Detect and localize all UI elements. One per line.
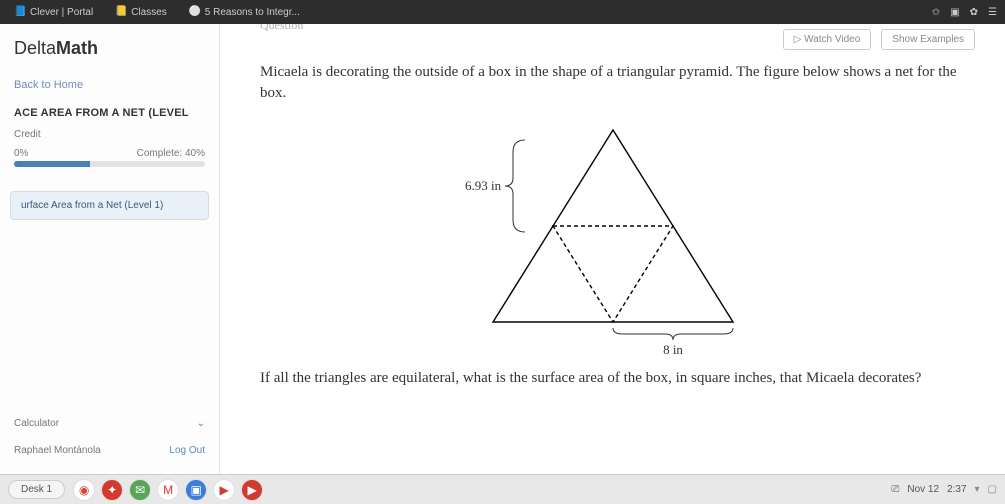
back-to-home-link[interactable]: Back to Home bbox=[0, 73, 219, 97]
battery-icon[interactable]: ▢ bbox=[988, 484, 997, 495]
gmail-icon[interactable]: M bbox=[157, 479, 179, 501]
status-date: Nov 12 bbox=[907, 484, 939, 495]
bookmark-clever[interactable]: 📘 Clever | Portal bbox=[8, 4, 99, 20]
os-taskbar: Desk 1 ◉ ✦ ✉ M ▣ ▶ ▶ ⎚ Nov 12 2:37 ▾ ▢ bbox=[0, 474, 1005, 504]
sidebar: DeltaMath Back to Home ACE AREA FROM A N… bbox=[0, 24, 220, 474]
svg-text:6.93 in: 6.93 in bbox=[465, 178, 502, 193]
clever-icon: 📘 bbox=[14, 6, 26, 18]
progress-fill bbox=[14, 161, 90, 167]
bookmark-label: Classes bbox=[131, 7, 167, 18]
play-icon[interactable]: ▶ bbox=[213, 479, 235, 501]
share-icon[interactable]: ✩ bbox=[932, 7, 940, 18]
top-actions: ▷ Watch Video Show Examples bbox=[250, 29, 975, 50]
complete-label: Complete: 40% bbox=[137, 148, 205, 159]
progress-bar-wrap bbox=[0, 161, 219, 177]
bookmark-label: Clever | Portal bbox=[30, 7, 93, 18]
play-icon: ▷ bbox=[794, 34, 804, 45]
desk-button[interactable]: Desk 1 bbox=[8, 480, 65, 499]
extension-icon[interactable]: ▣ bbox=[950, 7, 959, 18]
app-window: DeltaMath Back to Home ACE AREA FROM A N… bbox=[0, 24, 1005, 474]
chrome-icon[interactable]: ◉ bbox=[73, 479, 95, 501]
problem-text: Micaela is decorating the outside of a b… bbox=[260, 62, 965, 104]
triangle-net-svg: 6.93 in 8 in bbox=[423, 112, 803, 362]
student-name: Raphael Montánola bbox=[14, 445, 101, 456]
browser-bookmark-bar: 📘 Clever | Portal 📒 Classes ⚪ 5 Reasons … bbox=[0, 0, 1005, 24]
brand[interactable]: DeltaMath bbox=[0, 34, 219, 73]
sidebar-user-row: Raphael Montánola Log Out bbox=[0, 437, 219, 464]
bookmark-label: 5 Reasons to Integr... bbox=[205, 7, 300, 18]
bookmark-classes[interactable]: 📒 Classes bbox=[109, 4, 173, 20]
assignment-title: ACE AREA FROM A NET (LEVEL bbox=[0, 97, 219, 123]
cast-icon[interactable]: ⎚ bbox=[891, 484, 899, 495]
percent-label: 0% bbox=[14, 148, 28, 159]
lesson-item[interactable]: urface Area from a Net (Level 1) bbox=[10, 191, 209, 220]
main-content: Question ▷ Watch Video Show Examples Mic… bbox=[220, 24, 1005, 474]
progress-bar bbox=[14, 161, 205, 167]
sidebar-calculator-row: Calculator ⌄ bbox=[0, 410, 219, 437]
credit-row: Credit bbox=[0, 123, 219, 142]
youtube-icon[interactable]: ▶ bbox=[241, 479, 263, 501]
messages-icon[interactable]: ✉ bbox=[129, 479, 151, 501]
status-time: 2:37 bbox=[947, 484, 966, 495]
reasons-icon: ⚪ bbox=[189, 6, 201, 18]
progress-row: 0% Complete: 40% bbox=[0, 142, 219, 161]
taskbar-status: ⎚ Nov 12 2:37 ▾ ▢ bbox=[891, 484, 997, 495]
net-figure: 6.93 in 8 in bbox=[250, 112, 975, 362]
svg-text:8 in: 8 in bbox=[663, 342, 683, 357]
taskbar-apps: ◉ ✦ ✉ M ▣ ▶ ▶ bbox=[73, 479, 263, 501]
files-icon[interactable]: ▣ bbox=[185, 479, 207, 501]
menu-icon[interactable]: ☰ bbox=[988, 7, 997, 18]
watch-video-button[interactable]: ▷ Watch Video bbox=[783, 29, 872, 50]
classes-icon: 📒 bbox=[115, 6, 127, 18]
chrome-actions: ✩ ▣ ✿ ☰ bbox=[932, 7, 997, 18]
show-examples-button[interactable]: Show Examples bbox=[881, 29, 975, 50]
prompt-text: If all the triangles are equilateral, wh… bbox=[260, 368, 965, 389]
app-icon[interactable]: ✦ bbox=[101, 479, 123, 501]
chevron-down-icon[interactable]: ⌄ bbox=[197, 418, 205, 429]
calculator-link[interactable]: Calculator bbox=[14, 418, 59, 429]
wifi-icon[interactable]: ▾ bbox=[975, 484, 980, 495]
bookmark-reasons[interactable]: ⚪ 5 Reasons to Integr... bbox=[183, 4, 306, 20]
credit-label: Credit bbox=[14, 129, 41, 140]
logout-link[interactable]: Log Out bbox=[169, 445, 205, 456]
puzzle-icon[interactable]: ✿ bbox=[970, 7, 978, 18]
